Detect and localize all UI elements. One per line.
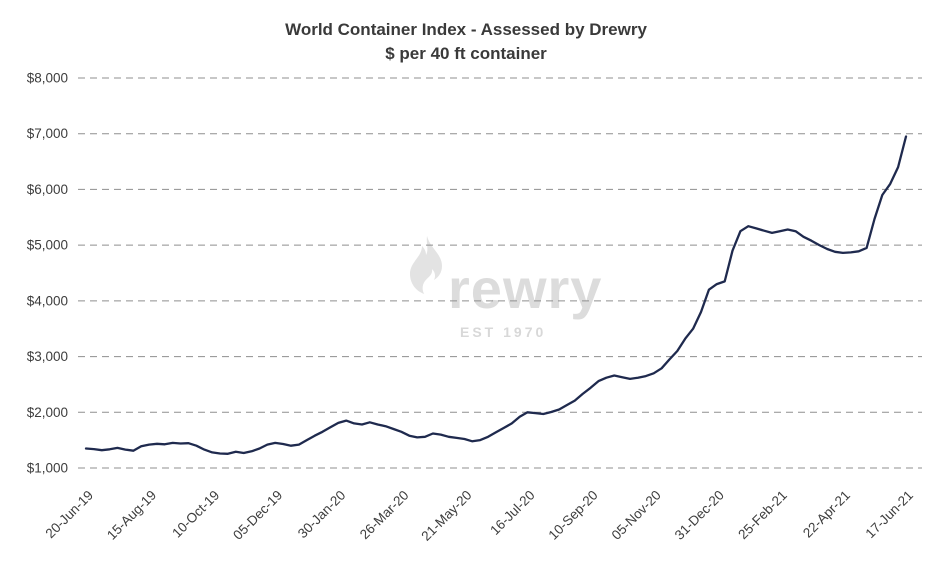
x-tick-label: 25-Feb-21	[735, 488, 790, 543]
y-tick-label: $7,000	[27, 126, 68, 141]
y-tick-label: $8,000	[27, 71, 68, 86]
chart-title: World Container Index - Assessed by Drew…	[285, 20, 647, 39]
y-tick-label: $1,000	[27, 461, 68, 476]
x-tick-label: 22-Apr-21	[800, 488, 853, 541]
x-tick-label: 10-Oct-19	[169, 488, 222, 541]
x-tick-label: 10-Sep-20	[546, 488, 601, 543]
series-line	[84, 135, 908, 455]
x-tick-label: 21-May-20	[418, 488, 474, 544]
title-block: World Container Index - Assessed by Drew…	[0, 18, 932, 66]
watermark-row: rewry	[402, 218, 603, 320]
x-tick-label: 20-Jun-19	[43, 488, 97, 542]
x-tick-label: 17-Jun-21	[863, 488, 917, 542]
x-tick-label: 30-Jan-20	[295, 488, 349, 542]
watermark-brand-text: rewry	[448, 256, 603, 320]
x-tick-label: 26-Mar-20	[357, 488, 412, 543]
flame-icon	[410, 236, 442, 294]
y-tick-label: $2,000	[27, 405, 68, 420]
chart-subtitle: $ per 40 ft container	[385, 43, 547, 63]
x-tick-label: 05-Dec-19	[230, 488, 285, 543]
y-tick-label: $5,000	[27, 238, 68, 253]
y-tick-label: $4,000	[27, 293, 68, 308]
x-tick-label: 31-Dec-20	[672, 488, 727, 543]
x-tick-label: 05-Nov-20	[609, 488, 664, 543]
drewry-watermark: rewry EST 1970	[402, 218, 602, 340]
x-tick-label: 15-Aug-19	[104, 488, 159, 543]
watermark-est-text: EST 1970	[460, 324, 547, 340]
y-tick-label: $6,000	[27, 182, 68, 197]
y-tick-label: $3,000	[27, 349, 68, 364]
x-tick-label: 16-Jul-20	[487, 488, 537, 538]
